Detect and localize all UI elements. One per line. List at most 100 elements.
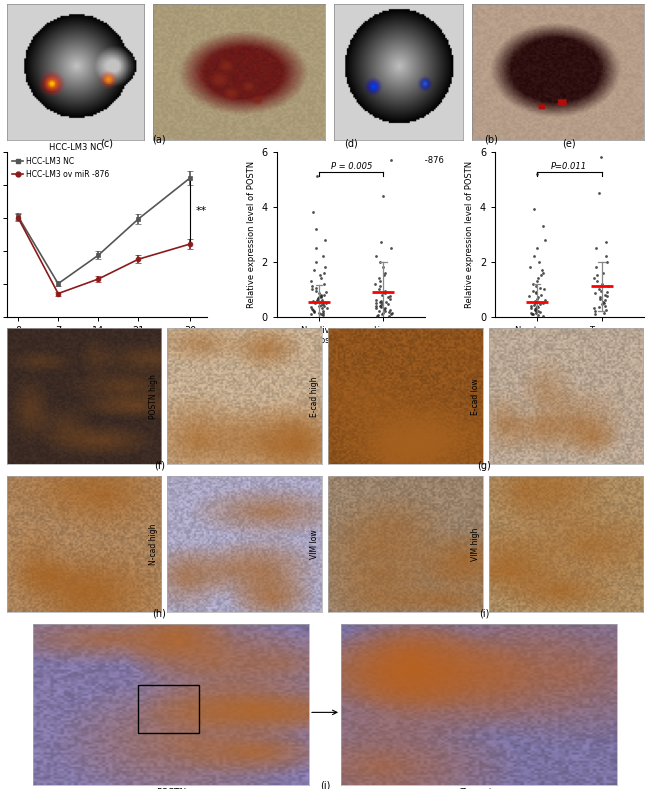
Text: (a): (a) xyxy=(153,135,166,145)
Point xyxy=(307,282,317,295)
Point xyxy=(380,302,390,315)
Point xyxy=(374,272,384,285)
Point xyxy=(592,269,602,282)
Point xyxy=(603,280,614,293)
Point xyxy=(370,278,381,290)
Point xyxy=(316,291,326,304)
Point xyxy=(386,241,396,254)
Point xyxy=(530,297,540,310)
Point xyxy=(590,305,601,317)
Point xyxy=(536,269,547,282)
Point xyxy=(532,275,543,287)
Point xyxy=(314,306,324,319)
Text: P=0.011: P=0.011 xyxy=(551,162,588,171)
Point xyxy=(378,286,389,298)
Point xyxy=(319,299,330,312)
Point xyxy=(306,301,316,313)
Point xyxy=(602,256,612,268)
Point xyxy=(532,296,542,308)
Point xyxy=(533,309,543,322)
Point xyxy=(375,299,385,312)
Point xyxy=(385,290,395,302)
Point xyxy=(375,296,385,308)
Point xyxy=(524,290,534,302)
Point xyxy=(311,294,322,306)
Point xyxy=(320,261,330,274)
Point xyxy=(597,298,607,311)
Point xyxy=(591,241,601,254)
Point xyxy=(597,278,608,290)
Point xyxy=(533,272,543,285)
Point xyxy=(535,282,545,294)
Point xyxy=(372,308,383,321)
Point xyxy=(528,284,539,297)
Point xyxy=(319,267,330,279)
Point xyxy=(380,305,390,317)
Point xyxy=(385,308,396,320)
Point xyxy=(590,287,600,300)
Point xyxy=(314,290,324,303)
Point xyxy=(317,294,327,306)
Point xyxy=(385,293,395,305)
Point xyxy=(318,305,328,317)
Point xyxy=(313,292,323,305)
Point xyxy=(320,286,331,298)
Point xyxy=(308,304,318,316)
Point xyxy=(376,308,387,321)
Point xyxy=(309,264,319,276)
Point xyxy=(383,291,393,304)
Text: (e): (e) xyxy=(562,139,576,148)
Point xyxy=(307,303,317,316)
Point xyxy=(383,298,393,311)
Bar xyxy=(138,685,199,733)
Point xyxy=(540,234,550,246)
Point xyxy=(530,303,541,316)
Point xyxy=(531,301,541,314)
Text: Zoom in: Zoom in xyxy=(460,787,497,789)
Point xyxy=(377,297,387,309)
Point xyxy=(592,275,603,287)
Point xyxy=(590,308,600,320)
Point xyxy=(308,206,318,219)
Point xyxy=(530,287,541,300)
Point xyxy=(380,287,391,300)
Point xyxy=(370,297,381,310)
X-axis label: HCC-LM3 ov miR -876: HCC-LM3 ov miR -876 xyxy=(352,156,444,166)
Point xyxy=(370,294,381,306)
Point xyxy=(530,307,541,320)
Point xyxy=(318,307,328,320)
Point xyxy=(377,288,387,301)
Point xyxy=(310,241,320,254)
Point xyxy=(538,267,548,279)
Point xyxy=(311,284,321,297)
Point xyxy=(526,308,537,320)
Point xyxy=(376,299,386,312)
Point xyxy=(595,291,605,304)
Point xyxy=(533,305,543,317)
Point xyxy=(311,256,322,268)
Point xyxy=(538,309,549,322)
Point xyxy=(375,280,385,293)
Point xyxy=(600,288,610,301)
Point xyxy=(601,304,611,316)
Point xyxy=(309,305,320,318)
Point xyxy=(532,299,543,312)
Point xyxy=(539,282,549,295)
Point xyxy=(534,256,545,268)
Point xyxy=(601,236,611,249)
Point xyxy=(530,304,540,316)
Point xyxy=(316,299,326,312)
Point xyxy=(313,293,323,305)
Point xyxy=(385,304,395,316)
Point xyxy=(320,297,331,309)
Point xyxy=(528,278,539,290)
Point xyxy=(532,293,543,305)
Point xyxy=(525,302,536,315)
Point xyxy=(310,297,320,310)
Point xyxy=(309,305,319,317)
Point xyxy=(311,282,321,294)
Point xyxy=(380,284,390,297)
Point xyxy=(380,295,391,308)
Point xyxy=(314,287,324,300)
Text: (b): (b) xyxy=(484,135,498,145)
